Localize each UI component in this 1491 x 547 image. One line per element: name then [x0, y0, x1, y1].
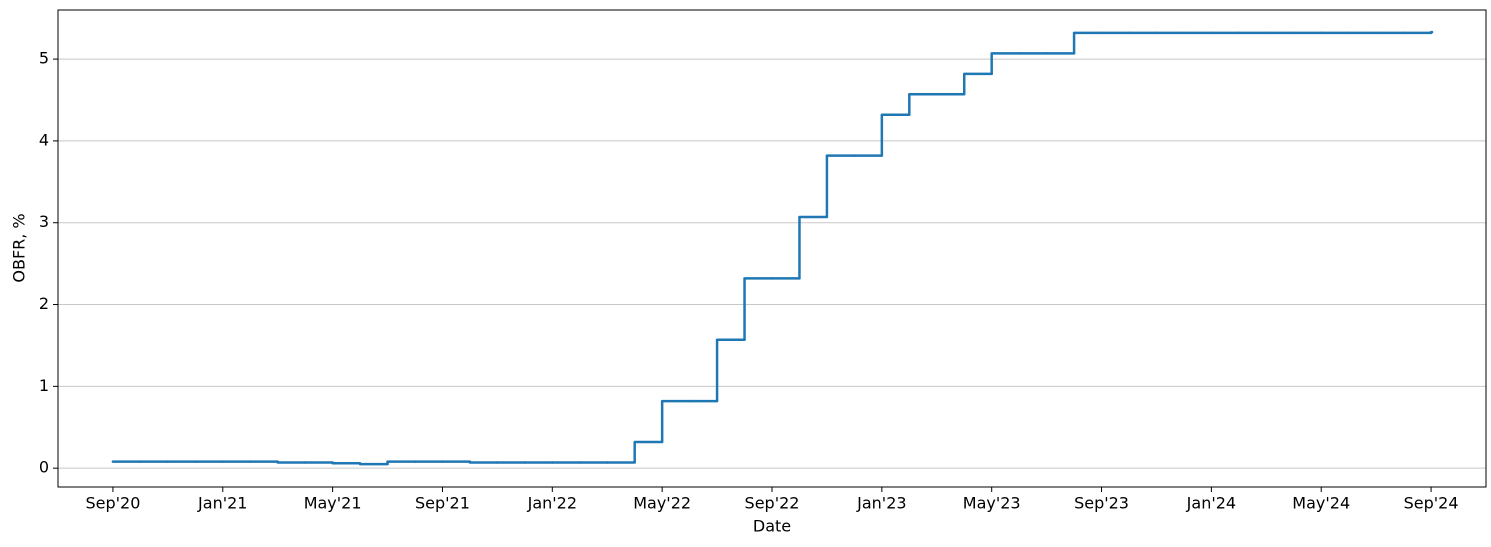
- y-tick-label: 3: [39, 212, 49, 231]
- y-tick-label: 2: [39, 294, 49, 313]
- x-tick-label: Sep'22: [745, 494, 800, 513]
- x-tick-label: Sep'23: [1074, 494, 1129, 513]
- y-tick-label: 0: [39, 458, 49, 477]
- x-tick-label: Sep'21: [415, 494, 470, 513]
- x-tick-label: May'22: [633, 494, 691, 513]
- plot-frame: [57, 9, 1487, 488]
- x-tick-label: May'21: [304, 494, 362, 513]
- x-tick-label: Jan'23: [856, 494, 906, 513]
- x-tick-label: Jan'22: [527, 494, 577, 513]
- y-axis-label: OBFR, %: [10, 213, 29, 282]
- y-tick-label: 1: [39, 376, 49, 395]
- x-tick-label: Sep'24: [1404, 494, 1459, 513]
- y-tick-label: 5: [39, 49, 49, 68]
- y-tick-label: 4: [39, 130, 49, 149]
- x-tick-label: Sep'20: [85, 494, 140, 513]
- x-tick-label: Jan'21: [197, 494, 247, 513]
- x-axis-label: Date: [753, 517, 791, 536]
- x-tick-label: Jan'24: [1186, 494, 1236, 513]
- x-tick-label: May'24: [1292, 494, 1350, 513]
- x-tick-label: May'23: [963, 494, 1021, 513]
